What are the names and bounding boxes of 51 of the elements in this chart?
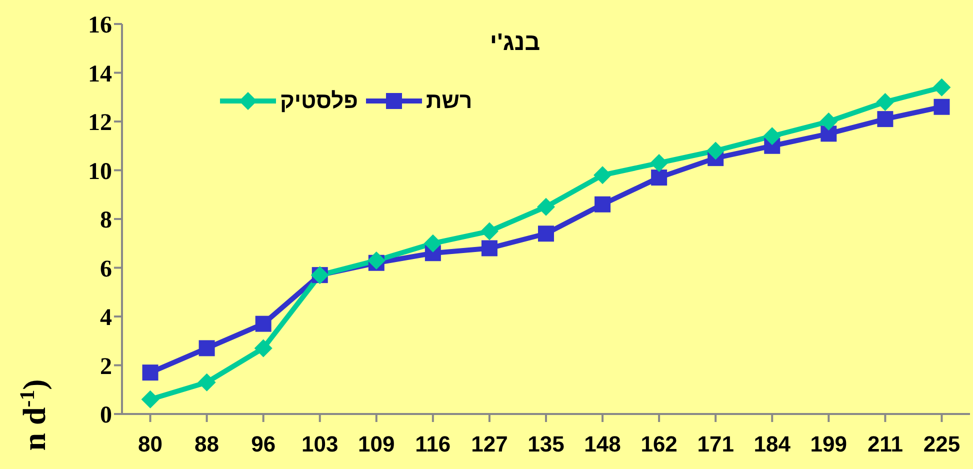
x-tick-label: 96	[251, 432, 276, 457]
x-tick-label: 184	[754, 432, 792, 457]
point	[142, 364, 158, 381]
point	[706, 142, 725, 160]
y-tick-label: 10	[88, 158, 112, 185]
x-tick-label: 199	[810, 432, 848, 457]
x-tick-label: 88	[194, 432, 220, 457]
x-tick-label: 103	[302, 432, 338, 457]
point	[141, 390, 160, 408]
point	[255, 316, 272, 332]
x-tick-label: 148	[584, 432, 621, 457]
point	[367, 251, 386, 270]
point	[198, 373, 216, 392]
x-tick-label: 162	[640, 432, 678, 457]
x-tick-label: 225	[923, 432, 960, 457]
point	[537, 198, 555, 216]
point	[651, 170, 668, 186]
legend-label: רשת	[426, 88, 472, 114]
point	[763, 127, 782, 146]
point	[876, 93, 894, 111]
legend-label: פלסטיק	[280, 88, 358, 114]
y-tick-label: 12	[88, 110, 112, 136]
x-tick-label: 116	[415, 432, 451, 457]
x-tick-label: 127	[471, 432, 508, 457]
point	[877, 111, 894, 128]
point	[480, 222, 498, 240]
point	[424, 234, 442, 252]
x-tick-label: 211	[867, 432, 903, 457]
y-tick-label: 8	[100, 208, 112, 234]
point	[932, 78, 951, 96]
y-tick-label: 6	[100, 256, 112, 282]
y-tick-label: 16	[88, 12, 112, 39]
y-tick-label: 2	[100, 354, 112, 380]
chart-title: בנג'י	[490, 29, 540, 56]
x-tick-label: 80	[138, 432, 163, 457]
x-tick-label: 135	[528, 432, 564, 457]
point	[254, 339, 272, 358]
point	[481, 240, 498, 256]
point	[820, 112, 838, 130]
point	[650, 154, 668, 172]
x-tick-label: 109	[358, 432, 395, 457]
point	[198, 340, 215, 356]
y-tick-label: 4	[100, 305, 112, 332]
point	[934, 98, 950, 115]
y-tick-label: 0	[100, 402, 112, 429]
y-tick-label: 14	[88, 61, 112, 88]
point	[538, 226, 554, 242]
point	[594, 166, 612, 184]
point	[594, 196, 611, 212]
x-tick-label: 171	[697, 432, 734, 457]
point	[820, 126, 837, 142]
